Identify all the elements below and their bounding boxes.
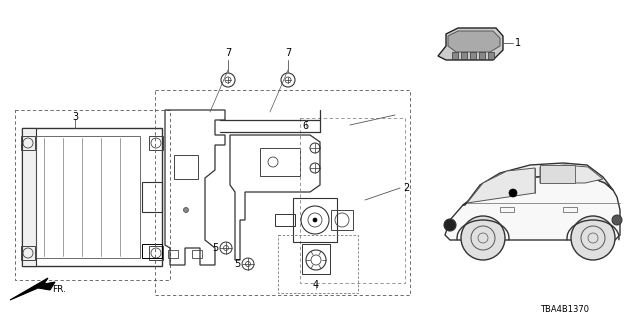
Text: 6: 6 — [302, 121, 308, 131]
Bar — [174, 155, 198, 179]
Polygon shape — [463, 163, 613, 205]
Bar — [149, 246, 163, 260]
Polygon shape — [445, 175, 620, 240]
Text: 5: 5 — [234, 259, 240, 269]
Circle shape — [612, 215, 622, 225]
Text: 5: 5 — [212, 243, 218, 253]
Bar — [479, 52, 485, 59]
Bar — [149, 136, 163, 150]
Text: TBA4B1370: TBA4B1370 — [540, 305, 589, 314]
Text: 4: 4 — [313, 280, 319, 290]
Polygon shape — [10, 278, 55, 300]
Circle shape — [509, 189, 517, 197]
Bar — [563, 207, 577, 212]
Polygon shape — [467, 168, 535, 203]
Text: 1: 1 — [515, 38, 521, 48]
Text: FR.: FR. — [52, 285, 66, 294]
Circle shape — [184, 207, 189, 212]
Bar — [331, 210, 353, 230]
Polygon shape — [438, 28, 503, 60]
Bar — [500, 207, 514, 212]
Bar — [155, 90, 410, 295]
Text: 3: 3 — [72, 112, 78, 122]
Bar — [15, 110, 170, 280]
Polygon shape — [540, 165, 603, 183]
Bar — [461, 52, 467, 59]
Bar — [36, 136, 140, 258]
Text: 7: 7 — [225, 48, 231, 58]
Bar — [22, 128, 162, 266]
Bar — [452, 52, 458, 59]
Circle shape — [444, 219, 456, 231]
Text: 2: 2 — [403, 183, 409, 193]
Bar — [192, 250, 202, 258]
Bar — [293, 198, 337, 242]
Bar — [470, 52, 476, 59]
Circle shape — [313, 218, 317, 222]
Bar — [168, 250, 178, 258]
Bar — [142, 182, 162, 212]
Bar — [22, 128, 36, 266]
Bar — [275, 214, 295, 226]
Bar — [21, 246, 35, 260]
Text: 7: 7 — [285, 48, 291, 58]
Circle shape — [461, 216, 505, 260]
Circle shape — [571, 216, 615, 260]
Bar — [300, 118, 405, 283]
Bar — [142, 244, 162, 258]
Polygon shape — [448, 31, 500, 52]
Bar — [21, 136, 35, 150]
Bar — [278, 235, 358, 293]
Bar — [540, 165, 575, 183]
Bar — [302, 244, 330, 274]
Bar — [260, 148, 300, 176]
Bar — [488, 52, 494, 59]
